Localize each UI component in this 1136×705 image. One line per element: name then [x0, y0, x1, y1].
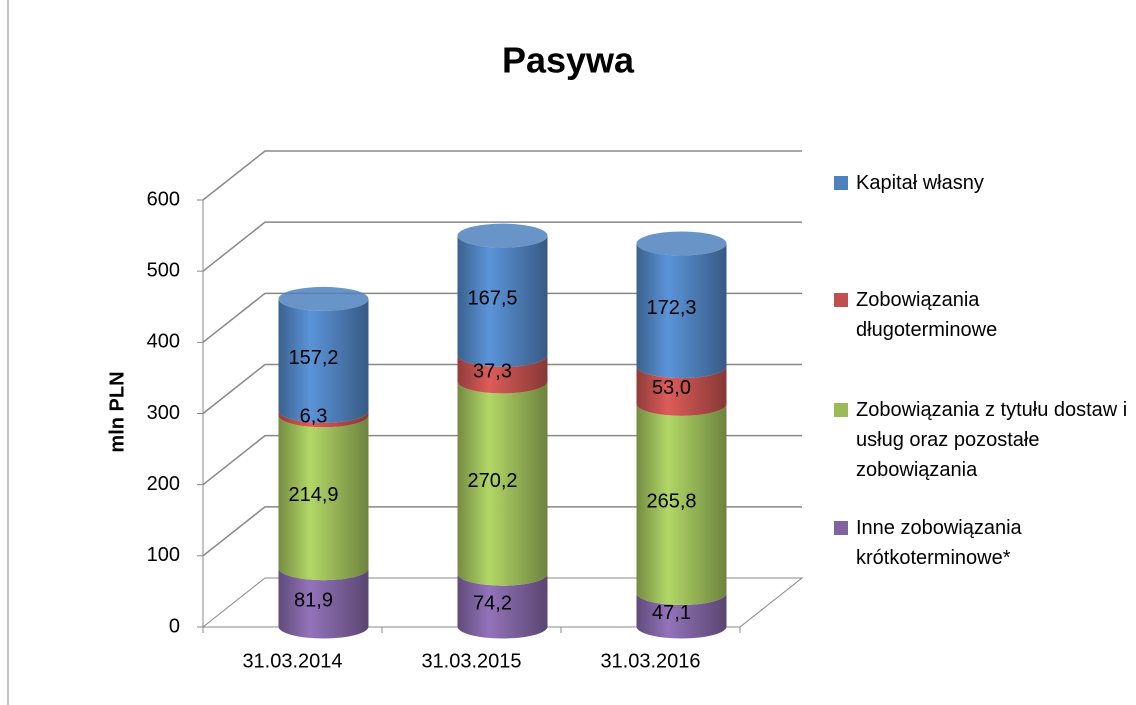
legend-item: Inne zobowiązania krótkoterminowe*: [834, 513, 1134, 573]
x-tick-label: 31.03.2014: [242, 650, 342, 672]
legend-swatch: [834, 403, 848, 417]
y-tick-label: 0: [169, 615, 180, 637]
cylinder-top: [636, 231, 727, 256]
legend-swatch: [834, 521, 848, 535]
x-tick-label: 31.03.2015: [421, 650, 521, 672]
legend-swatch: [834, 176, 848, 190]
legend-label: Zobowiązania długoterminowe: [856, 289, 998, 341]
legend-label: Zobowiązania z tytułu dostaw i usług ora…: [856, 399, 1128, 481]
cylinder-segment: [636, 403, 727, 605]
data-label: 265,8: [646, 491, 696, 513]
y-tick-label: 100: [147, 544, 180, 566]
data-label: 53,0: [652, 377, 691, 399]
cylinder-top: [278, 286, 369, 311]
legend-label: Kapitał własny: [856, 172, 984, 194]
y-tick-label: 600: [147, 188, 180, 210]
legend-item: Zobowiązania z tytułu dostaw i usług ora…: [834, 395, 1134, 485]
cylinder-segment: [457, 354, 548, 394]
data-label: 47,1: [652, 602, 691, 624]
data-label: 167,5: [467, 288, 517, 310]
grid-line: [202, 363, 802, 415]
grid-line: [202, 434, 802, 486]
data-label: 172,3: [646, 297, 696, 319]
data-label: 74,2: [473, 592, 512, 614]
cylinder-segment: [636, 243, 727, 379]
cylinder-segment: [278, 410, 369, 428]
x-tick-label: 31.03.2016: [600, 650, 700, 672]
grid-line: [202, 506, 802, 557]
legend-swatch: [834, 293, 848, 307]
legend-label: Inne zobowiązania krótkoterminowe*: [856, 517, 1022, 569]
data-label: 37,3: [473, 360, 512, 382]
cylinder-segment: [457, 235, 548, 367]
cylinder-segment: [278, 568, 369, 639]
y-tick-label: 300: [147, 402, 180, 424]
cylinder-segment: [278, 298, 369, 423]
cylinder-segment: [278, 415, 369, 581]
y-tick-label: 500: [147, 259, 180, 281]
y-tick-label: 400: [147, 331, 180, 353]
data-label: 270,2: [467, 470, 517, 492]
cylinder-segment: [457, 381, 548, 586]
cylinder-segment: [457, 573, 548, 639]
cylinder-top: [457, 223, 548, 248]
data-label: 6,3: [300, 405, 328, 427]
y-axis-label: mln PLN: [106, 371, 128, 452]
frame: [7, 0, 9, 705]
grid-line: [202, 292, 802, 343]
data-label: 214,9: [288, 484, 338, 506]
chart-title: Pasywa: [502, 40, 635, 81]
data-label: 81,9: [294, 590, 333, 612]
grid-line: [202, 221, 802, 272]
grid-line: [202, 150, 802, 201]
data-label: 157,2: [288, 347, 338, 369]
y-tick-label: 200: [147, 473, 180, 495]
legend-item: Kapitał własny: [834, 168, 1134, 198]
legend-item: Zobowiązania długoterminowe: [834, 285, 1134, 345]
cylinder-segment: [636, 366, 727, 416]
cylinder-segment: [636, 592, 727, 639]
